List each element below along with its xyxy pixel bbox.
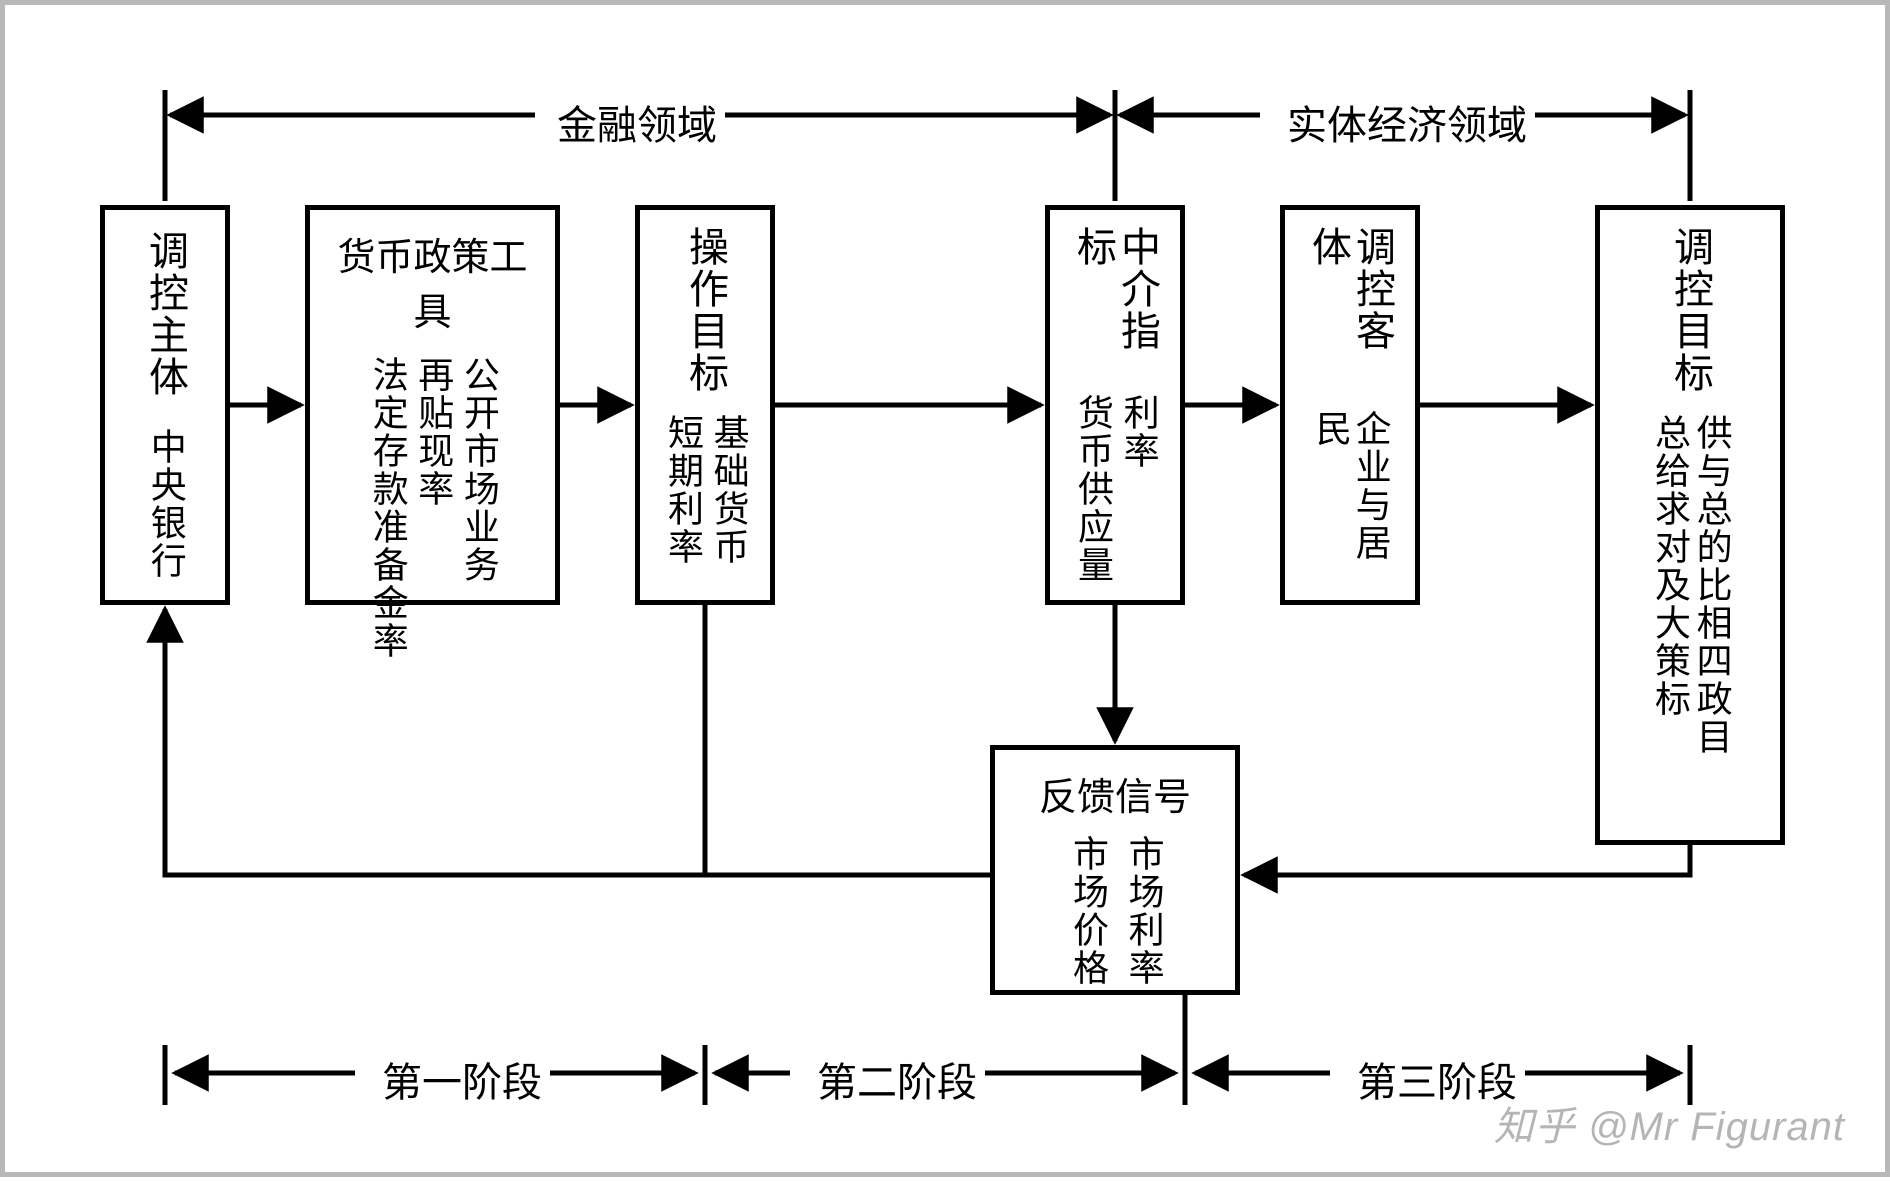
node-regulation-goal: 调控目标 供与总的比相四政目 总给求对及大策标 [1595,205,1785,845]
node-body: 中央银行 [145,428,185,580]
node-body-col: 公开市场业务 [458,356,498,660]
node-title: 调控目标 [1668,226,1712,394]
domain-label-financial: 金融领域 [545,93,729,151]
node-title: 调控客体 [1306,226,1394,380]
node-policy-tools: 货币政策工具 公开市场业务 再贴现率 法定存款准备金率 [305,205,560,605]
node-body-col: 利率 [1118,394,1158,584]
node-body-col: 总给求对及大策标 [1649,414,1689,756]
node-body-col: 再贴现率 [413,356,453,660]
node-body-col: 市场利率 [1123,835,1163,987]
diagram-frame: 调控主体 中央银行 货币政策工具 公开市场业务 再贴现率 法定存款准备金率 操作… [0,0,1890,1177]
node-body: 企业与居民 [1310,410,1389,584]
node-operation-target: 操作目标 基础货币 短期利率 [635,205,775,605]
watermark: 知乎 @Mr Figurant [1494,1094,1845,1152]
node-regulation-object: 调控客体 企业与居民 [1280,205,1420,605]
node-regulator: 调控主体 中央银行 [100,205,230,605]
stage-label-1: 第一阶段 [370,1050,554,1108]
node-body-col: 法定存款准备金率 [367,356,407,660]
node-body-col: 短期利率 [662,414,702,566]
node-title: 操作目标 [683,226,727,394]
node-body-col: 货币供应量 [1072,394,1112,584]
node-title: 中介指标 [1071,226,1159,374]
node-body-col: 基础货币 [708,414,748,566]
node-body-col: 供与总的比相四政目 [1691,414,1731,756]
node-feedback-signal: 反馈信号 市场利率 市场价格 [990,745,1240,995]
domain-label-real-economy: 实体经济领域 [1275,93,1539,151]
node-title: 反馈信号 [1039,766,1191,821]
stage-label-2: 第二阶段 [805,1050,989,1108]
node-title: 货币政策工具 [320,226,545,336]
node-title: 调控主体 [143,230,187,398]
node-body-col: 市场价格 [1067,835,1107,987]
node-intermediate-indicator: 中介指标 利率 货币供应量 [1045,205,1185,605]
